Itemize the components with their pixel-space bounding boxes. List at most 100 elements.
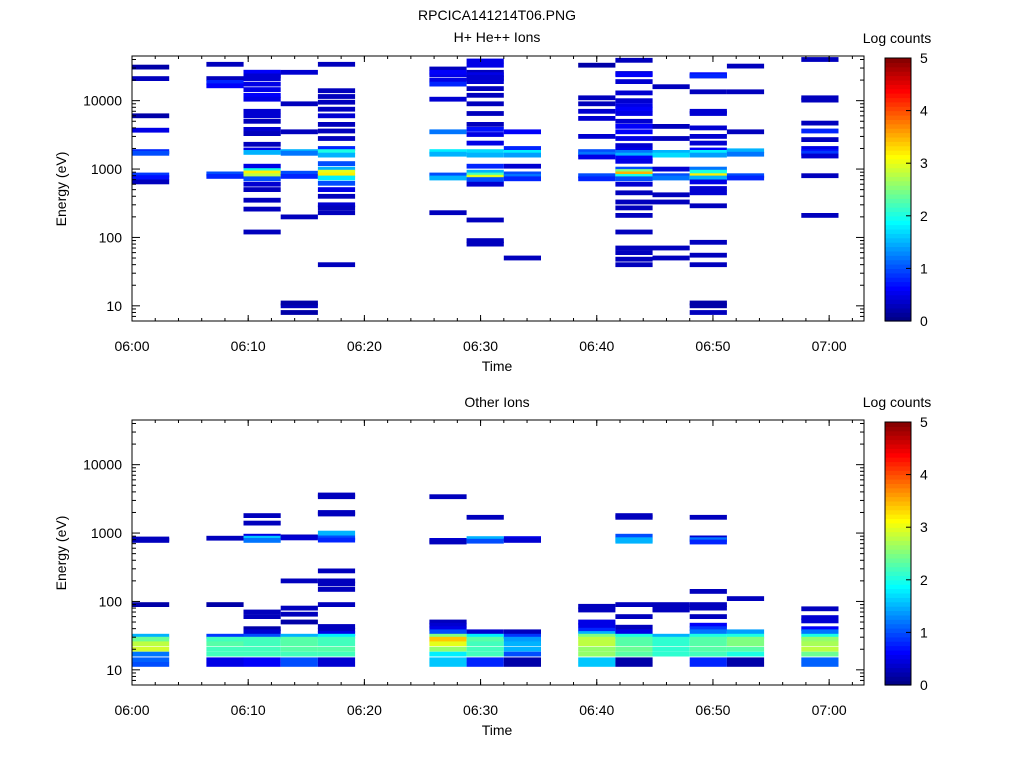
spectrogram-cell: [726, 63, 765, 69]
colorbar-tick-label: 4: [920, 467, 928, 483]
spectrogram-cell: [801, 636, 839, 642]
x-tick-label: 06:30: [463, 338, 498, 354]
colorbar-swatch: [885, 487, 911, 493]
spectrogram-cell: [132, 179, 170, 185]
spectrogram-cell: [652, 641, 690, 647]
spectrogram-cell: [429, 619, 467, 625]
spectrogram-cell: [466, 536, 504, 541]
spectrogram-cells: [132, 57, 839, 315]
spectrogram-cell: [280, 310, 318, 315]
spectrogram-cell: [206, 651, 244, 657]
spectrogram-cell: [615, 181, 653, 187]
colorbar-swatch: [885, 272, 911, 278]
spectrogram-cell: [615, 256, 653, 262]
colorbar-swatch: [885, 439, 911, 445]
spectrogram-cell: [280, 646, 318, 652]
spectrogram-cell: [466, 629, 504, 635]
colorbar-tick-label: 3: [920, 519, 928, 535]
spectrogram-cell: [280, 605, 318, 611]
x-tick-label: 07:00: [812, 338, 847, 354]
spectrogram-cell: [689, 125, 727, 131]
spectrogram-cell: [429, 622, 467, 628]
spectrogram-cell: [429, 641, 467, 647]
colorbar-swatch: [885, 606, 911, 612]
spectrogram-cell: [206, 633, 244, 639]
colorbar-swatch: [885, 575, 911, 581]
colorbar-swatch: [885, 628, 911, 633]
spectrogram-cell: [317, 180, 356, 186]
spectrogram-cell: [801, 641, 839, 647]
spectrogram-cell: [689, 539, 727, 545]
spectrogram-cell: [317, 187, 356, 192]
colorbar-swatch: [885, 676, 911, 682]
spectrogram-cell: [466, 633, 504, 639]
spectrogram-cell: [429, 66, 467, 72]
colorbar-swatch: [885, 452, 911, 458]
y-tick-label: 1000: [91, 525, 122, 541]
colorbar-swatch: [885, 228, 911, 234]
spectrogram-cell: [132, 636, 170, 642]
spectrogram-cell: [503, 146, 541, 151]
spectrogram-cell: [578, 176, 616, 182]
spectrogram-cell: [317, 636, 356, 642]
x-axis-label: Time: [482, 358, 513, 374]
spectrogram-cell: [615, 118, 653, 124]
spectrogram-cell: [317, 662, 356, 667]
colorbar-swatch: [885, 193, 911, 199]
spectrogram-cell: [429, 149, 467, 154]
spectrogram-cell: [317, 122, 356, 127]
colorbar-swatch: [885, 158, 911, 164]
spectrogram-cell: [280, 611, 318, 617]
spectrogram-cell: [429, 129, 467, 135]
spectrogram-cell: [578, 154, 616, 160]
spectrogram-cell: [280, 619, 318, 625]
spectrogram-cell: [243, 181, 281, 187]
spectrogram-cell: [132, 76, 170, 81]
spectrogram-cell: [689, 514, 727, 520]
spectrogram-cell: [503, 641, 541, 647]
spectrogram-cell: [615, 624, 653, 630]
spectrogram-cell: [243, 629, 281, 635]
spectrogram-cell: [615, 152, 653, 158]
y-tick-label: 10: [106, 662, 122, 678]
spectrogram-cell: [578, 101, 616, 107]
spectrogram-cell: [466, 181, 504, 187]
spectrogram-cell: [689, 203, 727, 209]
spectrogram-cell: [689, 239, 727, 245]
spectrogram-cell: [243, 141, 281, 147]
spectrogram-cell: [280, 129, 318, 135]
spectrogram-cell: [429, 96, 467, 102]
spectrogram-cell: [726, 89, 765, 95]
y-tick-label: 100: [99, 229, 123, 245]
colorbar-swatch: [885, 299, 911, 305]
spectrogram-cell: [689, 646, 727, 652]
spectrogram-cell: [578, 116, 616, 121]
colorbar-swatch: [885, 667, 911, 673]
spectrogram-cell: [615, 614, 653, 619]
colorbar-swatch: [885, 500, 911, 506]
spectrogram-cell: [689, 262, 727, 268]
spectrogram-cell: [243, 609, 281, 615]
spectrogram-cell: [726, 657, 765, 663]
spectrogram-cell: [243, 96, 281, 102]
spectrogram-cell: [652, 175, 690, 181]
y-axis-ticks: 10 100 1000 10000: [83, 58, 864, 322]
spectrogram-cell: [206, 641, 244, 647]
spectrogram-cell: [689, 614, 727, 619]
spectrogram-cell: [317, 149, 356, 154]
spectrogram-cell: [132, 150, 170, 156]
spectrogram-cell: [801, 137, 839, 142]
spectrogram-cell: [689, 186, 727, 191]
colorbar-swatch: [885, 75, 911, 81]
colorbar-swatch: [885, 237, 911, 243]
spectrogram-cell: [689, 651, 727, 657]
colorbar-swatch: [885, 426, 911, 432]
spectrogram-cell: [243, 176, 281, 182]
spectrogram-cell: [206, 636, 244, 642]
colorbar-swatch: [885, 470, 911, 476]
colorbar-swatch: [885, 435, 911, 441]
spectrogram-cell: [652, 651, 690, 657]
colorbar-swatch: [885, 492, 911, 498]
spectrogram-cell: [689, 89, 727, 95]
spectrogram-cell: [689, 111, 727, 116]
